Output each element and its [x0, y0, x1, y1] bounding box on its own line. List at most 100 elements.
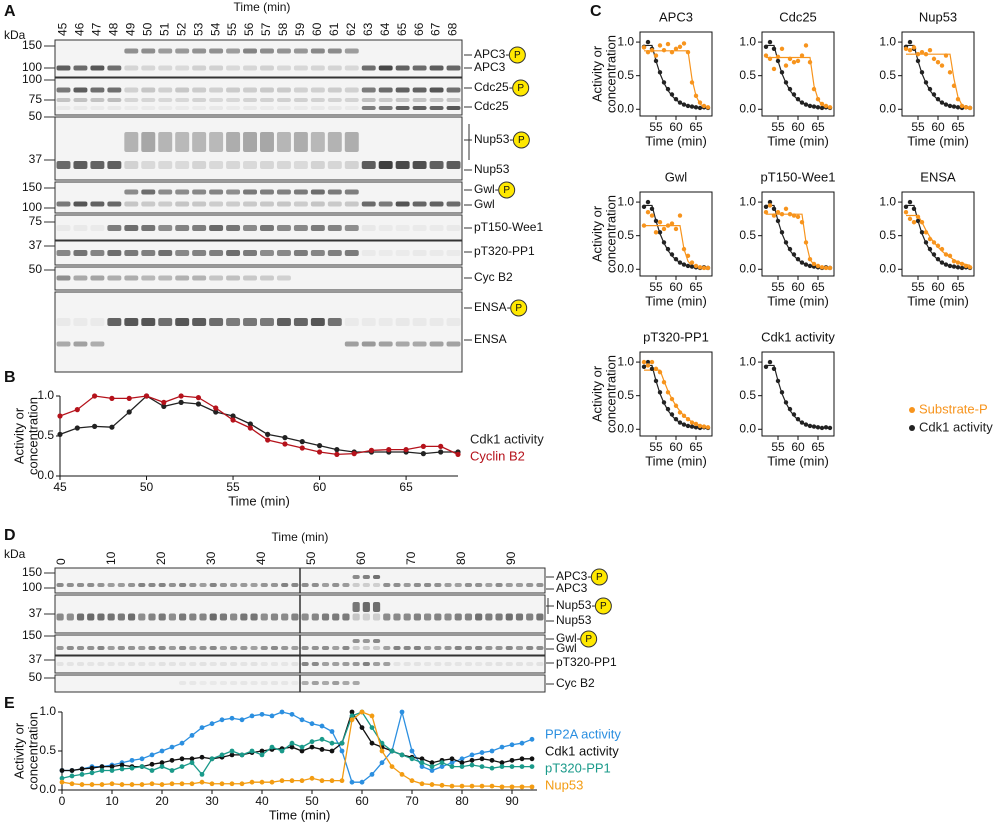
band	[73, 161, 88, 169]
band	[361, 87, 376, 93]
band	[226, 65, 241, 71]
x-tick-label: 65	[951, 120, 965, 134]
data-point	[807, 257, 813, 262]
data-point	[935, 243, 941, 248]
data-point	[795, 417, 801, 422]
band	[475, 583, 483, 587]
band	[444, 646, 452, 650]
data-point	[815, 425, 821, 430]
band	[293, 318, 308, 326]
band	[495, 613, 503, 621]
lane-label: 61	[327, 22, 341, 36]
band	[250, 613, 258, 621]
band	[209, 250, 224, 256]
x-axis-title: Time (min)	[907, 133, 969, 148]
data-point	[289, 778, 295, 784]
phospho-badge	[580, 630, 598, 648]
phospho-label: P	[600, 601, 607, 612]
data-point	[689, 420, 695, 425]
data-point	[519, 784, 525, 790]
band	[276, 161, 291, 169]
band	[270, 662, 279, 666]
data-point	[334, 447, 340, 453]
band	[90, 87, 105, 93]
data-point	[815, 263, 821, 269]
data-point	[967, 265, 973, 270]
band	[243, 189, 257, 195]
lane-label: 65	[395, 22, 409, 36]
band	[138, 646, 146, 650]
x-tick-label: 50	[140, 480, 154, 494]
x-tick-label: 60	[931, 120, 945, 134]
y-axis-title: concentration	[603, 195, 618, 273]
band	[505, 646, 513, 650]
data-point	[79, 772, 85, 777]
mw-marker: 100	[22, 200, 42, 214]
mw-marker: 50	[29, 670, 43, 684]
band	[243, 225, 257, 231]
band	[372, 575, 381, 579]
band	[403, 613, 411, 621]
band	[475, 662, 483, 666]
x-tick-label: 55	[771, 440, 785, 454]
mw-marker: 50	[29, 109, 43, 123]
x-tick-label: 65	[689, 440, 703, 454]
band	[362, 646, 370, 650]
band	[66, 662, 74, 666]
data-point	[705, 425, 711, 430]
data-point	[931, 92, 937, 97]
x-tick-label: 65	[399, 480, 413, 494]
band	[361, 106, 376, 110]
band	[301, 646, 309, 650]
x-tick-label: 0	[59, 794, 66, 808]
band	[243, 48, 257, 54]
data-point	[931, 252, 937, 257]
data-point	[161, 399, 167, 405]
x-axis-title: Time (min)	[767, 293, 829, 308]
mw-marker: 37	[29, 652, 43, 666]
band	[226, 189, 241, 195]
band-label: Nup53	[556, 613, 592, 627]
band	[127, 613, 136, 621]
data-point	[669, 92, 675, 97]
data-point	[669, 221, 675, 226]
data-point	[230, 417, 236, 423]
data-point	[299, 445, 305, 451]
band	[526, 613, 534, 621]
band	[107, 662, 115, 666]
band	[276, 250, 291, 256]
data-point	[319, 736, 325, 742]
band	[87, 613, 95, 621]
data-point	[783, 206, 789, 211]
lane-label: 53	[191, 22, 205, 36]
data-point	[807, 103, 813, 109]
band	[310, 48, 325, 54]
y-axis-title: concentration	[603, 355, 618, 433]
band	[209, 189, 224, 195]
band	[276, 275, 291, 281]
x-tick-label: 60	[791, 280, 805, 294]
band	[250, 662, 258, 666]
x-tick-label: 60	[355, 794, 369, 808]
data-point	[673, 46, 679, 51]
band	[429, 250, 444, 256]
data-point	[339, 740, 345, 746]
band	[413, 646, 421, 650]
data-point	[438, 443, 444, 449]
series-line	[62, 711, 533, 783]
data-point	[685, 423, 691, 429]
band	[429, 341, 444, 347]
band	[243, 201, 257, 207]
band	[97, 613, 105, 621]
band	[344, 87, 359, 93]
band	[76, 583, 85, 587]
data-point	[489, 765, 495, 771]
chart-title: APC3	[659, 9, 693, 24]
band	[175, 48, 190, 54]
band	[311, 583, 319, 587]
data-point	[349, 709, 355, 715]
series-line	[59, 395, 458, 455]
band	[454, 613, 462, 621]
lane-label: 57	[259, 22, 273, 36]
band	[412, 250, 427, 256]
